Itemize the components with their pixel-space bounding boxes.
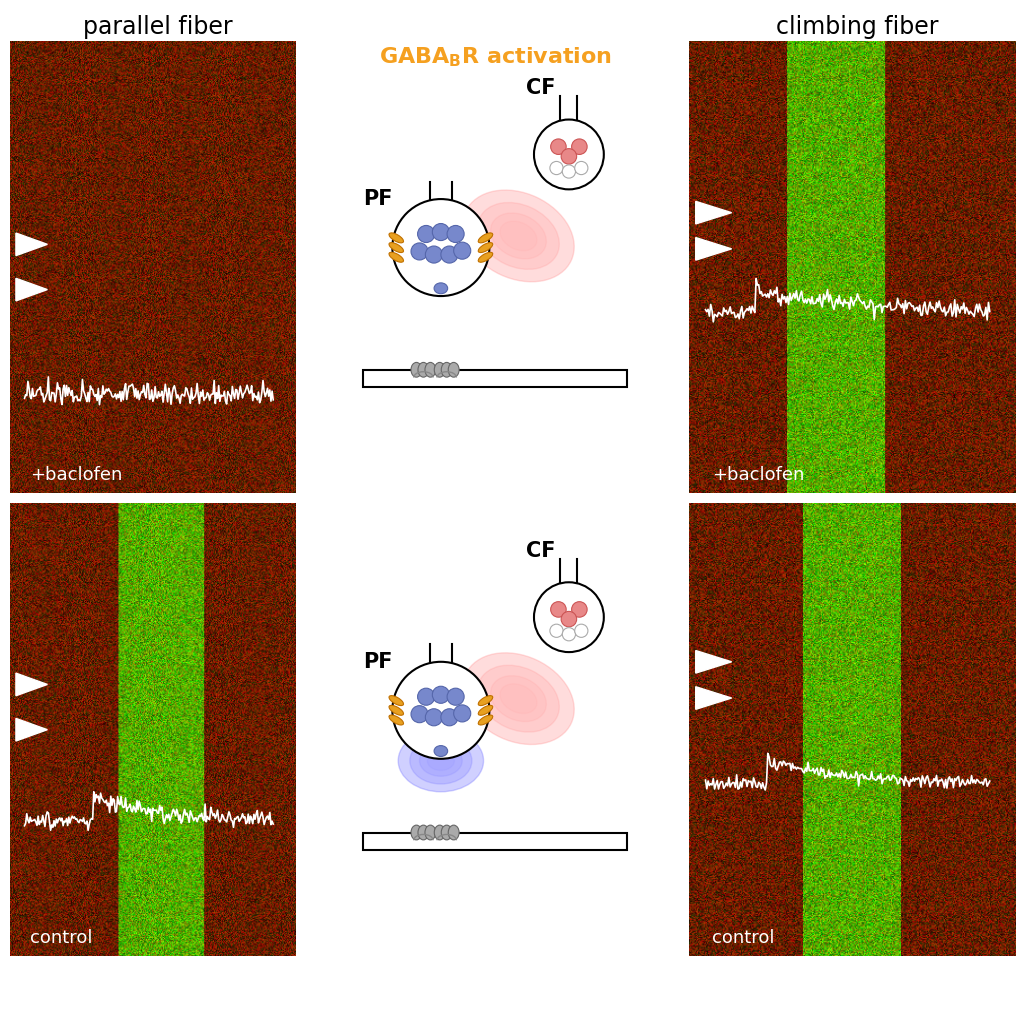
Ellipse shape <box>463 190 574 282</box>
Ellipse shape <box>448 362 459 377</box>
Circle shape <box>572 602 587 617</box>
Ellipse shape <box>441 362 452 377</box>
Ellipse shape <box>478 706 493 715</box>
Ellipse shape <box>409 737 472 784</box>
Ellipse shape <box>478 202 560 270</box>
Circle shape <box>550 139 567 155</box>
Circle shape <box>441 246 458 263</box>
Text: control: control <box>31 929 93 947</box>
Ellipse shape <box>425 362 436 377</box>
Ellipse shape <box>389 706 403 715</box>
Circle shape <box>432 686 449 704</box>
Ellipse shape <box>463 653 574 744</box>
Circle shape <box>575 624 588 638</box>
Text: parallel fiber: parallel fiber <box>84 15 233 40</box>
Polygon shape <box>695 651 732 673</box>
Polygon shape <box>16 233 47 255</box>
Circle shape <box>392 662 489 759</box>
Circle shape <box>411 706 428 723</box>
Ellipse shape <box>389 252 403 262</box>
Circle shape <box>550 602 567 617</box>
Ellipse shape <box>491 675 546 722</box>
Polygon shape <box>16 718 47 741</box>
Polygon shape <box>16 673 47 696</box>
Ellipse shape <box>478 715 493 725</box>
Circle shape <box>563 165 576 178</box>
Ellipse shape <box>427 751 454 771</box>
Bar <box>363 833 627 850</box>
Text: CF: CF <box>526 78 555 99</box>
Text: +baclofen: +baclofen <box>712 466 805 484</box>
Ellipse shape <box>389 243 403 252</box>
Circle shape <box>453 242 471 259</box>
Ellipse shape <box>478 252 493 262</box>
Circle shape <box>426 246 442 263</box>
Circle shape <box>572 139 587 155</box>
Text: control: control <box>712 929 775 947</box>
Ellipse shape <box>418 362 429 377</box>
Ellipse shape <box>478 233 493 243</box>
Ellipse shape <box>425 825 436 840</box>
Circle shape <box>447 689 465 705</box>
Ellipse shape <box>434 745 447 757</box>
Circle shape <box>447 226 465 242</box>
Circle shape <box>550 162 563 175</box>
Circle shape <box>534 583 603 652</box>
Circle shape <box>426 709 442 726</box>
Ellipse shape <box>491 213 546 259</box>
Circle shape <box>418 226 435 242</box>
Ellipse shape <box>389 715 403 725</box>
Ellipse shape <box>389 233 403 243</box>
Circle shape <box>550 624 563 638</box>
Ellipse shape <box>411 362 422 377</box>
Ellipse shape <box>420 745 463 776</box>
Text: climbing fiber: climbing fiber <box>776 15 939 40</box>
Circle shape <box>392 199 489 296</box>
Ellipse shape <box>478 243 493 252</box>
Ellipse shape <box>448 825 459 840</box>
Ellipse shape <box>389 696 403 706</box>
Text: GABA$_\mathbf{B}$R activation: GABA$_\mathbf{B}$R activation <box>379 46 612 69</box>
Polygon shape <box>16 279 47 301</box>
Polygon shape <box>695 201 732 224</box>
Text: +baclofen: +baclofen <box>31 466 123 484</box>
Circle shape <box>441 709 458 726</box>
Ellipse shape <box>434 283 447 294</box>
Polygon shape <box>695 238 732 260</box>
Ellipse shape <box>398 730 484 792</box>
Ellipse shape <box>500 221 537 251</box>
Text: PF: PF <box>363 652 393 671</box>
Ellipse shape <box>441 825 452 840</box>
Circle shape <box>575 162 588 175</box>
Circle shape <box>453 705 471 722</box>
Bar <box>363 370 627 387</box>
Circle shape <box>562 148 577 164</box>
Ellipse shape <box>500 683 537 714</box>
Ellipse shape <box>478 696 493 706</box>
Text: CF: CF <box>526 541 555 561</box>
Ellipse shape <box>434 362 445 377</box>
Polygon shape <box>695 686 732 709</box>
Circle shape <box>534 120 603 189</box>
Circle shape <box>432 224 449 241</box>
Text: PF: PF <box>363 189 393 208</box>
Circle shape <box>563 627 576 641</box>
Circle shape <box>562 611 577 626</box>
Ellipse shape <box>478 665 560 732</box>
Circle shape <box>418 689 435 705</box>
Circle shape <box>411 243 428 260</box>
Ellipse shape <box>418 825 429 840</box>
Ellipse shape <box>434 825 445 840</box>
Ellipse shape <box>411 825 422 840</box>
